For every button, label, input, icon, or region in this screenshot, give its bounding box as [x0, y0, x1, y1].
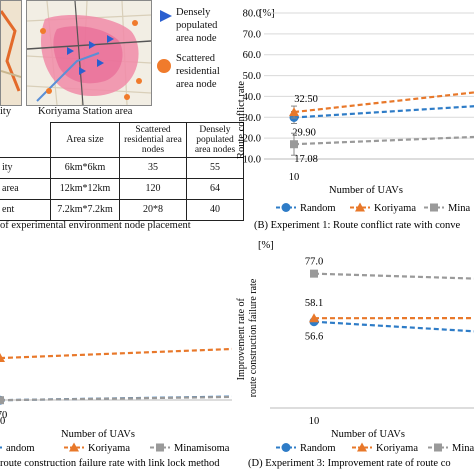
- table-cell: 35: [119, 157, 187, 179]
- minamisoma-point: [430, 203, 438, 212]
- data-label: 58.1: [305, 298, 323, 309]
- chart-caption: route construction failure rate with lin…: [0, 458, 220, 469]
- data-label: 70: [0, 410, 7, 421]
- table-row: area 12km*12km 120 64: [0, 178, 244, 200]
- legend-label: Minamisoma: [174, 443, 230, 454]
- legend-label: Koriyama: [88, 443, 130, 454]
- minamisoma-point: [310, 269, 318, 278]
- dense-node-legend-text: Densely populated area node: [176, 7, 218, 44]
- x-axis-title: Number of UAVs: [331, 429, 405, 440]
- x-axis-title: Number of UAVs: [329, 185, 403, 196]
- koriyama-series-line: [0, 347, 232, 360]
- koriyama-map: [26, 0, 152, 106]
- y-tick-label: 80.0: [243, 9, 261, 20]
- koriyama-point: [69, 442, 79, 452]
- random-series-line: [313, 320, 474, 333]
- minamisoma-point: [434, 443, 442, 452]
- left-map-caption: ity: [0, 106, 12, 117]
- scattered-node-legend-icon: [157, 59, 171, 73]
- data-label: 56.6: [305, 332, 323, 343]
- koriyama-map-caption: Koriyama Station area: [38, 106, 133, 117]
- y-tick-label: 10.0: [243, 155, 261, 166]
- table-cell: 6km*6km: [50, 157, 120, 179]
- table-cell: 12km*12km: [50, 178, 120, 200]
- koriyama-point: [309, 313, 319, 323]
- y-tick-label: 20.0: [243, 134, 261, 145]
- table-row: ent 7.2km*7.2km 20*8 40: [0, 199, 244, 221]
- koriyama-series-line: [293, 91, 474, 114]
- minamisoma-point: [156, 443, 164, 452]
- table-cell: 40: [186, 199, 244, 221]
- minamisoma-series-line: [293, 135, 474, 146]
- random-point: [281, 443, 291, 452]
- table-cell: ent: [0, 199, 51, 221]
- minamisoma-point: [0, 396, 4, 405]
- node-placement-table: Area size Scattered residential area nod…: [0, 122, 244, 221]
- improvement-rate-chart: [%] Improvement rate of route constructi…: [236, 240, 474, 469]
- y-tick-label: 60.0: [243, 50, 261, 61]
- table-caption: of experimental environment node placeme…: [0, 220, 191, 231]
- y-tick-label: 70.0: [243, 29, 261, 40]
- scattered-node-legend-text: Scattered residential area node: [176, 53, 220, 90]
- table-header: Area size: [50, 122, 120, 158]
- y-axis-title: Improvement rate of route construction f…: [236, 278, 259, 397]
- x-tick-label: 10: [309, 416, 320, 427]
- data-label: 32.50: [294, 94, 318, 105]
- x-tick-label: 10: [0, 416, 5, 427]
- chart-caption: (D) Experiment 3: Improvement rate of ro…: [248, 458, 451, 469]
- x-tick-label: 10: [289, 172, 300, 183]
- route-conflict-rate-chart: [%] Route conflict rate 80.070.060.050.0…: [236, 8, 474, 231]
- table-row: ity 6km*6km 35 55: [0, 157, 244, 179]
- table-header: Scattered residential area nodes: [119, 122, 187, 158]
- y-tick-label: 30.0: [243, 113, 261, 124]
- table-header-row: Area size Scattered residential area nod…: [0, 122, 244, 158]
- koriyama-point: [289, 107, 299, 117]
- y-tick-label: 40.0: [243, 92, 261, 103]
- table-header: Densely populated area nodes: [186, 122, 244, 158]
- data-label: 29.90: [292, 127, 316, 138]
- left-map-image: [1, 1, 21, 105]
- legend-label: Random: [300, 203, 336, 214]
- minamisoma-point: [290, 140, 298, 149]
- minamisoma-series-line: [313, 272, 474, 280]
- random-point: [281, 203, 291, 212]
- dense-node-legend-icon: [160, 10, 172, 22]
- data-label: 17.08: [294, 154, 318, 165]
- y-unit-label: [%]: [258, 240, 274, 251]
- table-cell: 7.2km*7.2km: [50, 199, 120, 221]
- chart-caption: (B) Experiment 1: Route conflict rate wi…: [254, 220, 460, 231]
- koriyama-series-line: [313, 317, 474, 320]
- x-axis-title: Number of UAVs: [61, 429, 135, 440]
- legend-label: Random: [300, 443, 336, 454]
- data-label: 77.0: [305, 257, 323, 268]
- legend-label: Mina: [448, 203, 471, 214]
- table-cell: area: [0, 178, 51, 200]
- legend-label: andom: [6, 443, 35, 454]
- y-axis-title: Route conflict rate: [236, 81, 247, 159]
- koriyama-point: [357, 442, 367, 452]
- y-tick-label: 50.0: [243, 71, 261, 82]
- table-cell: 20*8: [119, 199, 187, 221]
- koriyama-point: [355, 202, 365, 212]
- minamisoma-series-line: [0, 395, 232, 402]
- failure-rate-link-lock-chart: 10 7.5514.1431.4139.9645.92707.178.35 Nu…: [0, 347, 232, 469]
- legend-label: Koriyama: [376, 443, 418, 454]
- legend-label: Mina: [452, 443, 474, 454]
- random-series-line: [0, 395, 232, 402]
- legend-label: Koriyama: [374, 203, 416, 214]
- table-cell: 120: [119, 178, 187, 200]
- koriyama-map-image: [27, 1, 151, 105]
- table-cell: ity: [0, 157, 51, 179]
- left-map-thumbnail: [0, 0, 22, 106]
